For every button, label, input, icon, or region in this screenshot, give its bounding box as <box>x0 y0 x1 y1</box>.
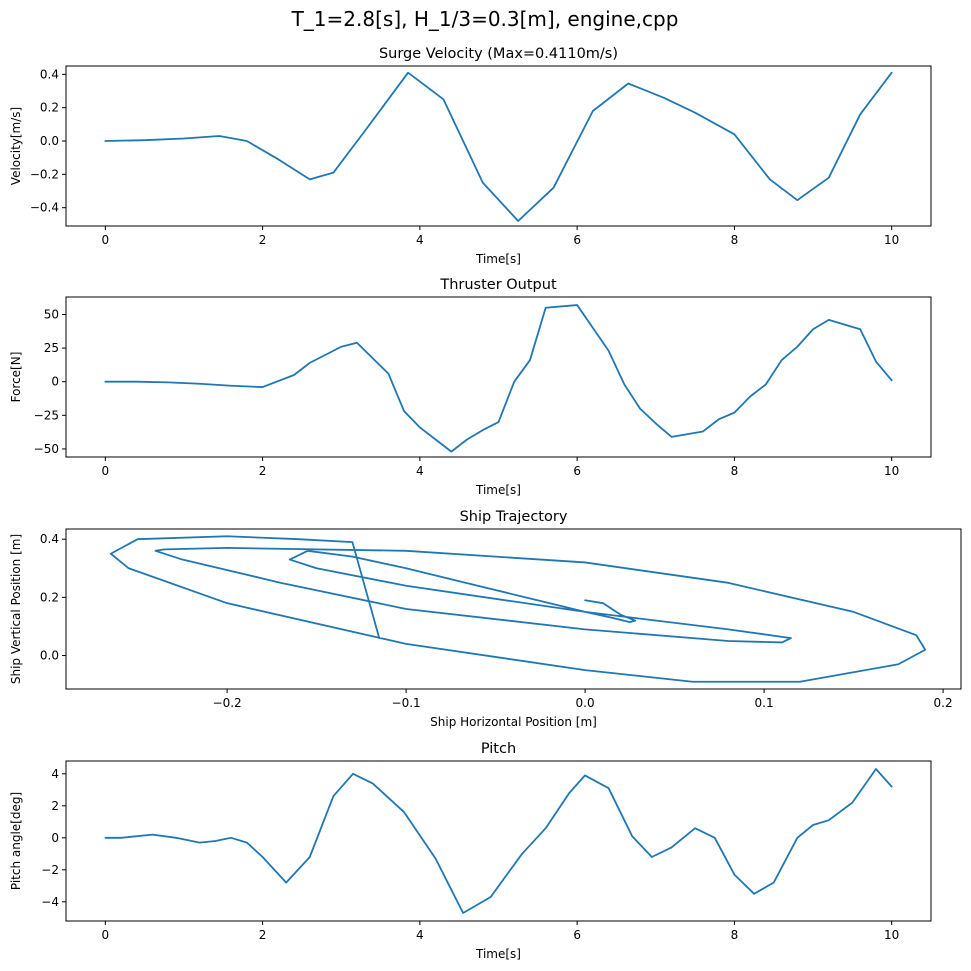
thruster-output-xlabel: Time[s] <box>475 483 521 497</box>
ship-trajectory-xtick-label: 0.1 <box>755 696 774 710</box>
surge-velocity-xtick-label: 10 <box>884 233 899 247</box>
ship-trajectory-xtick-label: 0.2 <box>934 696 953 710</box>
pitch-ytick-label: −4 <box>41 895 59 909</box>
surge-velocity-series-line-0 <box>104 71 893 222</box>
ship-trajectory-xlabel: Ship Horizontal Position [m] <box>430 715 597 729</box>
surge-velocity-xtick-label: 2 <box>259 233 267 247</box>
pitch-title: Pitch <box>481 741 516 757</box>
subplot-grid: Surge Velocity (Max=0.4110m/s) 0 2 4 6 8 10 −0.… <box>9 46 962 961</box>
ship-trajectory-xtick-label: −0.1 <box>392 696 421 710</box>
figure-suptitle: T_1=2.8[s], H_1/3=0.3[m], engine,cpp <box>291 7 679 31</box>
pitch-xtick-label: 2 <box>259 928 267 942</box>
thruster-output-xtick-label: 8 <box>731 464 739 478</box>
surge-velocity-xlabel: Time[s] <box>475 252 521 266</box>
pitch-xtick-label: 6 <box>573 928 581 942</box>
pitch-ytick-label: −2 <box>41 863 59 877</box>
surge-velocity-title: Surge Velocity (Max=0.4110m/s) <box>379 46 618 62</box>
thruster-output-title: Thruster Output <box>439 277 557 293</box>
ship-trajectory-panel: Ship Trajectory −0.2 −0.1 0.0 0.1 0.2 0.0 0.2 0.… <box>9 509 962 729</box>
surge-velocity-ylabel: Velocity[m/s] <box>9 107 23 185</box>
thruster-output-xtick-label: 6 <box>573 464 581 478</box>
pitch-xtick-label: 0 <box>101 928 109 942</box>
pitch-series-line-0 <box>104 768 893 914</box>
ship-trajectory-ytick-label: 0.0 <box>40 649 59 663</box>
ship-trajectory-ytick-label: 0.2 <box>40 590 59 604</box>
ship-trajectory-xtick-label: 0.0 <box>576 696 595 710</box>
thruster-output-ytick-label: −25 <box>34 408 59 422</box>
surge-velocity-ytick-label: 0.0 <box>40 134 59 148</box>
ship-trajectory-ytick-label: 0.4 <box>40 532 59 546</box>
thruster-output-panel: Thruster Output 0 2 4 6 8 10 −50 −25 0 25 50 Time[s]… <box>9 277 932 497</box>
ship-trajectory-title: Ship Trajectory <box>460 509 568 525</box>
pitch-ytick-label: 0 <box>51 831 59 845</box>
surge-velocity-xtick-label: 8 <box>731 233 739 247</box>
surge-velocity-xtick-label: 6 <box>573 233 581 247</box>
thruster-output-xtick-label: 10 <box>884 464 899 478</box>
pitch-xlabel: Time[s] <box>475 947 521 961</box>
thruster-output-xtick-label: 4 <box>416 464 424 478</box>
ship-trajectory-series-line-0 <box>109 535 927 683</box>
thruster-output-xtick-label: 2 <box>259 464 267 478</box>
surge-velocity-axes-frame <box>65 65 932 227</box>
ship-trajectory-axes-frame <box>65 528 962 690</box>
thruster-output-ytick-label: 0 <box>51 375 59 389</box>
surge-velocity-ytick-label: −0.2 <box>30 167 59 181</box>
thruster-output-ytick-label: 25 <box>44 341 59 355</box>
ship-trajectory-xtick-label: −0.2 <box>213 696 242 710</box>
thruster-output-ylabel: Force[N] <box>9 352 23 403</box>
thruster-output-ytick-label: −50 <box>34 442 59 456</box>
pitch-ytick-label: 4 <box>51 767 59 781</box>
pitch-xtick-label: 8 <box>731 928 739 942</box>
pitch-ytick-label: 2 <box>51 799 59 813</box>
pitch-xtick-label: 4 <box>416 928 424 942</box>
surge-velocity-ytick-label: −0.4 <box>30 201 59 215</box>
thruster-output-xtick-label: 0 <box>101 464 109 478</box>
surge-velocity-ytick-label: 0.2 <box>40 101 59 115</box>
surge-velocity-xtick-label: 0 <box>101 233 109 247</box>
thruster-output-series-line-0 <box>104 304 893 453</box>
surge-velocity-ytick-label: 0.4 <box>40 67 59 81</box>
pitch-ylabel: Pitch angle[deg] <box>9 792 23 890</box>
ship-trajectory-ylabel: Ship Vertical Position [m] <box>9 534 23 684</box>
surge-velocity-panel: Surge Velocity (Max=0.4110m/s) 0 2 4 6 8 10 −0.… <box>9 46 932 266</box>
surge-velocity-xtick-label: 4 <box>416 233 424 247</box>
thruster-output-ytick-label: 50 <box>44 307 59 321</box>
pitch-xtick-label: 10 <box>884 928 899 942</box>
thruster-output-axes-frame <box>65 296 932 458</box>
pitch-panel: Pitch 0 2 4 6 8 10 −4 −2 0 2 4 Time[s] Pitch angle[de… <box>9 741 932 961</box>
pitch-axes-frame <box>65 760 932 922</box>
